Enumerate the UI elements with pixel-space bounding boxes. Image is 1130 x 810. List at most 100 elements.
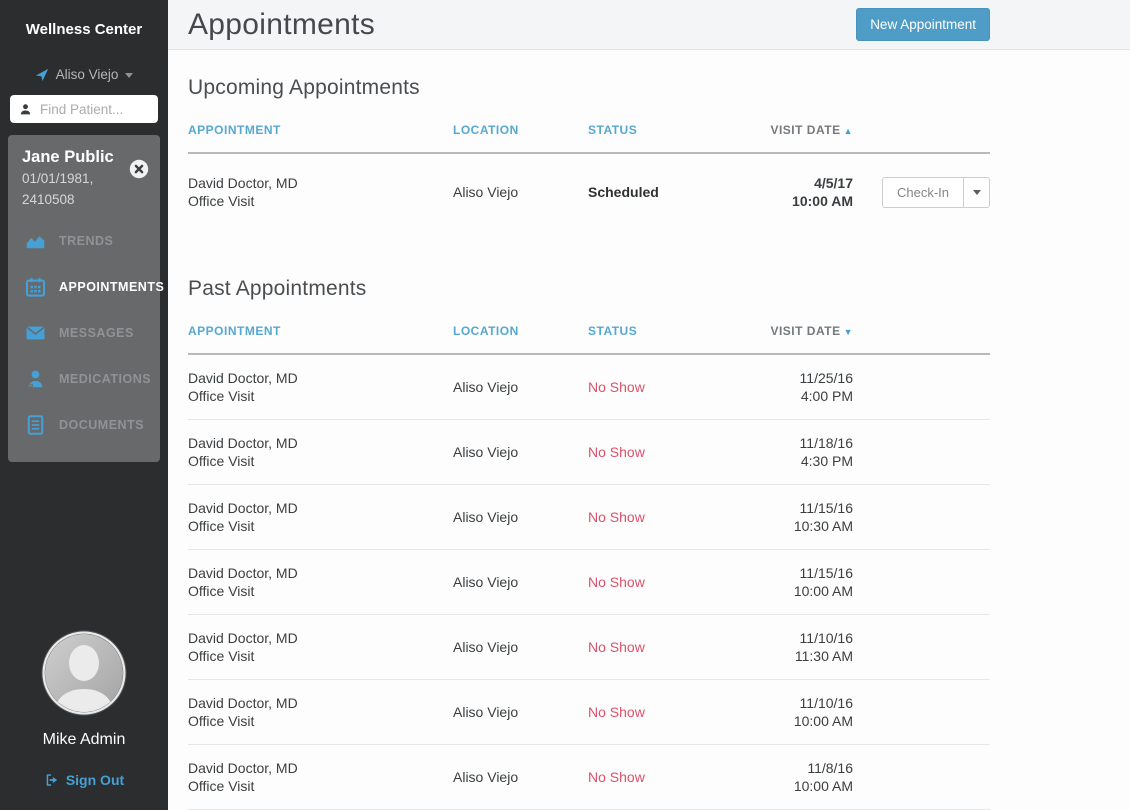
status-cell: Scheduled (588, 184, 659, 200)
provider-name: David Doctor, MD (188, 630, 298, 646)
chevron-down-icon (972, 189, 981, 195)
visit-date: 11/25/16 (799, 370, 853, 386)
visit-type: Office Visit (188, 713, 255, 729)
sidebar-item-trends[interactable]: TRENDS (8, 218, 160, 264)
status-cell: No Show (588, 769, 645, 785)
location-cell: Aliso Viejo (453, 444, 519, 460)
check-in-button[interactable]: Check-In (881, 176, 963, 208)
column-header-visit-date[interactable]: VISIT DATE ▼ (770, 324, 853, 338)
status-cell: No Show (588, 509, 645, 525)
app-title: Wellness Center (25, 21, 143, 38)
sidebar-item-documents[interactable]: DOCUMENTS (8, 402, 160, 448)
table-row: David Doctor, MD Office Visit Aliso Viej… (188, 420, 990, 485)
main-area: Appointments New Appointment Upcoming Ap… (168, 0, 1130, 810)
document-icon (27, 415, 44, 435)
patient-card: Jane Public 01/01/1981, 2410508 (8, 135, 160, 218)
visit-date: 11/18/16 (799, 435, 853, 451)
visit-date-cell: 4/5/17 10:00 AM (760, 174, 853, 210)
section-title-upcoming: Upcoming Appointments (188, 76, 420, 99)
appointment-cell: David Doctor, MD Office Visit (188, 759, 453, 795)
sign-out-label: Sign Out (65, 772, 125, 788)
upcoming-appointments-section: Upcoming Appointments APPOINTMENT LOCATI… (188, 76, 990, 237)
column-header-location[interactable]: LOCATION (453, 123, 519, 137)
sign-out-button[interactable]: Sign Out (44, 772, 124, 788)
patient-dob: 01/01/1981, (22, 171, 94, 186)
column-header-visit-date[interactable]: VISIT DATE ▲ (770, 123, 853, 137)
sidebar: Wellness Center Aliso Viejo Jane Public … (0, 0, 168, 810)
provider-name: David Doctor, MD (188, 760, 298, 776)
sidebar-item-label: TRENDS (59, 234, 114, 248)
location-cell: Aliso Viejo (453, 574, 519, 590)
visit-date: 4/5/17 (814, 175, 853, 191)
provider-name: David Doctor, MD (188, 175, 298, 191)
visit-date: 11/15/16 (799, 500, 853, 516)
check-in-split-button: Check-In (881, 176, 990, 208)
table-row: David Doctor, MD Office Visit Aliso Viej… (188, 680, 990, 745)
appointment-cell: David Doctor, MD Office Visit (188, 694, 453, 730)
provider-name: David Doctor, MD (188, 435, 298, 451)
location-cell: Aliso Viejo (453, 704, 519, 720)
visit-date-cell: 11/10/16 11:30 AM (760, 629, 853, 665)
patient-panel: Jane Public 01/01/1981, 2410508 TRENDS A… (8, 135, 164, 462)
visit-time: 4:00 PM (800, 388, 853, 404)
user-md-icon (28, 370, 43, 388)
sidebar-item-medications[interactable]: MEDICATIONS (8, 356, 160, 402)
visit-type: Office Visit (188, 583, 255, 599)
visit-type: Office Visit (188, 388, 255, 404)
table-row: David Doctor, MD Office Visit Aliso Viej… (188, 355, 990, 420)
table-row: David Doctor, MD Office Visit Aliso Viej… (188, 615, 990, 680)
upcoming-column-headers: APPOINTMENT LOCATION STATUS VISIT DATE ▲ (188, 123, 990, 152)
search-input[interactable] (40, 101, 149, 117)
location-cell: Aliso Viejo (453, 769, 519, 785)
avatar (41, 630, 127, 716)
sidebar-item-appointments[interactable]: APPOINTMENTS (8, 264, 164, 310)
action-cell: Check-In (853, 176, 990, 208)
column-header-status[interactable]: STATUS (588, 123, 638, 137)
sort-desc-icon: ▼ (843, 327, 853, 337)
page-header: Appointments New Appointment (168, 0, 1130, 50)
envelope-icon (26, 326, 45, 340)
appointment-cell: David Doctor, MD Office Visit (188, 564, 453, 600)
past-rows: David Doctor, MD Office Visit Aliso Viej… (188, 355, 990, 810)
sidebar-footer: Mike Admin Sign Out (0, 630, 168, 810)
visit-date-cell: 11/15/16 10:00 AM (760, 564, 853, 600)
column-header-status[interactable]: STATUS (588, 324, 638, 338)
calendar-icon (25, 278, 46, 297)
divider (188, 152, 990, 154)
location-arrow-icon (35, 68, 48, 81)
sidebar-item-messages[interactable]: MESSAGES (8, 310, 160, 356)
location-cell: Aliso Viejo (453, 639, 519, 655)
area-chart-icon (26, 236, 45, 249)
visit-date-cell: 11/8/16 10:00 AM (760, 759, 853, 795)
appointment-cell: David Doctor, MD Office Visit (188, 499, 453, 535)
visit-time: 11:30 AM (794, 648, 853, 664)
visit-date: 11/10/16 (799, 695, 853, 711)
sign-out-icon (46, 774, 58, 786)
column-header-appointment[interactable]: APPOINTMENT (188, 123, 281, 137)
column-header-location[interactable]: LOCATION (453, 324, 519, 338)
past-column-headers: APPOINTMENT LOCATION STATUS VISIT DATE ▼ (188, 324, 990, 353)
provider-name: David Doctor, MD (188, 695, 298, 711)
visit-type: Office Visit (188, 453, 255, 469)
provider-name: David Doctor, MD (188, 565, 298, 581)
status-cell: No Show (588, 574, 645, 590)
visit-time: 10:00 AM (793, 583, 853, 599)
user-name: Mike Admin (42, 731, 126, 748)
sidebar-item-label: DOCUMENTS (59, 418, 145, 432)
visit-type: Office Visit (188, 193, 255, 209)
check-in-caret-button[interactable] (963, 176, 990, 208)
column-header-appointment[interactable]: APPOINTMENT (188, 324, 281, 338)
close-icon[interactable] (129, 159, 149, 179)
sort-asc-icon: ▲ (843, 126, 853, 136)
appointment-cell: David Doctor, MD Office Visit (188, 434, 453, 470)
location-cell: Aliso Viejo (453, 509, 519, 525)
new-appointment-button[interactable]: New Appointment (856, 8, 990, 41)
location-selector[interactable]: Aliso Viejo (0, 67, 168, 82)
provider-name: David Doctor, MD (188, 370, 298, 386)
visit-date-cell: 11/25/16 4:00 PM (760, 369, 853, 405)
page-title: Appointments (188, 7, 376, 41)
status-cell: No Show (588, 379, 645, 395)
appointment-cell: David Doctor, MD Office Visit (188, 629, 453, 665)
visit-time: 10:00 AM (792, 193, 853, 209)
patient-search (10, 95, 158, 123)
